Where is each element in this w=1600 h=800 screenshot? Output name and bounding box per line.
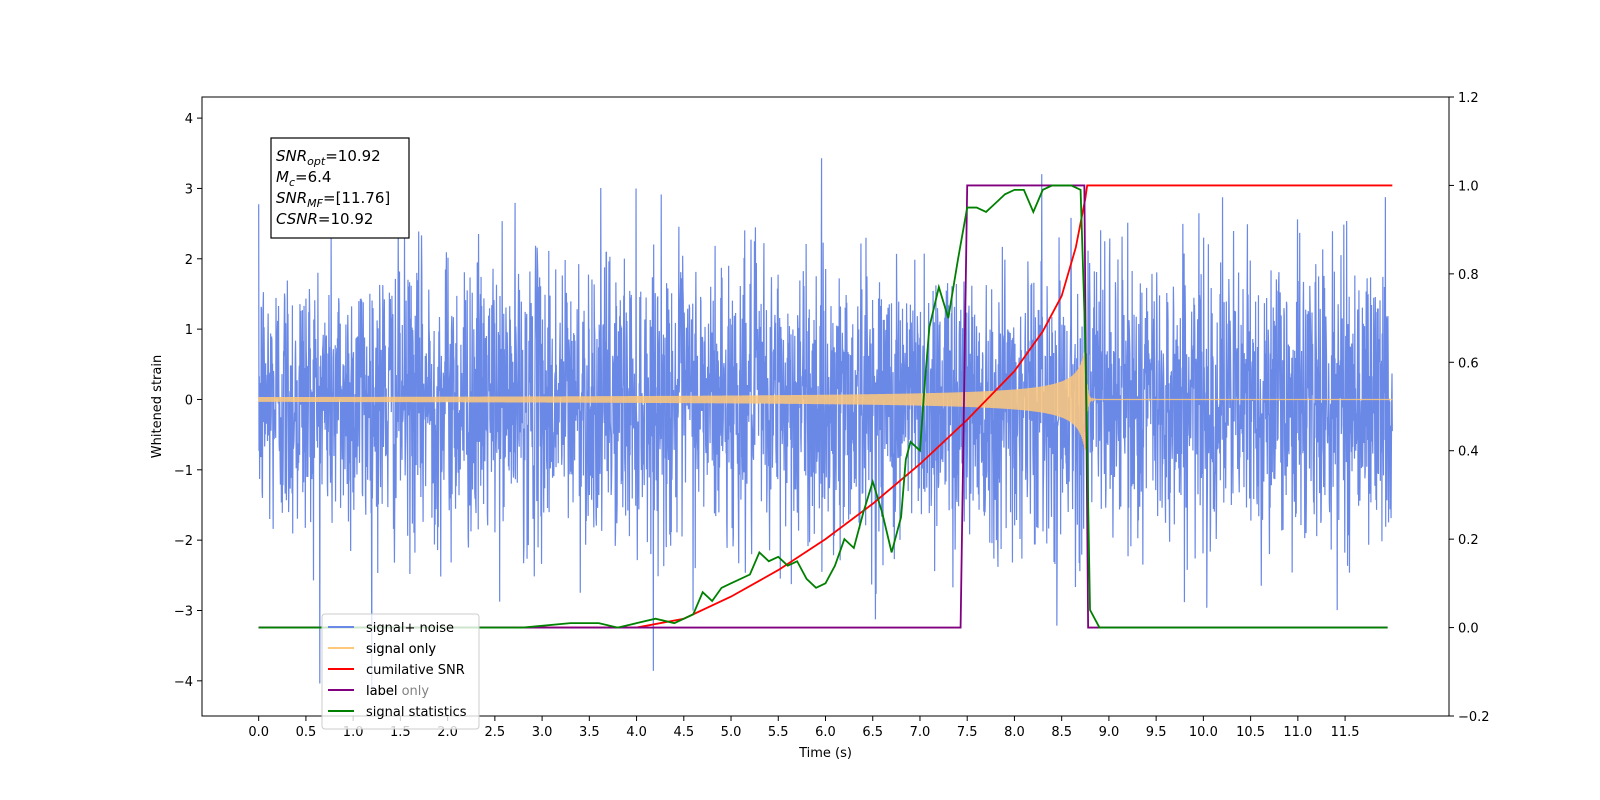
y-tick-label: 1 (185, 323, 193, 338)
x-tick-label: 5.0 (721, 725, 742, 740)
legend-label: signal only (366, 642, 436, 657)
series-signal-noise (258, 158, 1393, 688)
x-tick-label: 0.5 (296, 725, 317, 740)
x-tick-label: 10.0 (1189, 725, 1218, 740)
legend-box (321, 613, 480, 730)
x-axis-label: Time (s) (798, 746, 852, 761)
x-tick-label: 9.5 (1146, 725, 1167, 740)
info-line: SNRMF=[11.76] (276, 189, 390, 210)
x-tick-label: 6.0 (815, 725, 836, 740)
y-tick-label: 2 (185, 253, 193, 268)
x-tick-label: 8.0 (1004, 725, 1025, 740)
x-tick-label: 9.0 (1099, 725, 1120, 740)
x-tick-label: 4.0 (626, 725, 647, 740)
x-tick-label: 7.5 (957, 725, 978, 740)
y-tick-label: 3 (185, 182, 193, 197)
y2-tick-label: 0.2 (1458, 533, 1479, 548)
x-tick-label: 10.5 (1236, 725, 1265, 740)
x-tick-label: 2.5 (485, 725, 506, 740)
x-tick-label: 4.5 (673, 725, 694, 740)
x-tick-label: 11.0 (1283, 725, 1312, 740)
x-tick-label: 8.5 (1051, 725, 1072, 740)
x-tick-label: 11.5 (1331, 725, 1360, 740)
info-box: SNRopt=10.92Mc=6.4SNRMF=[11.76]CSNR=10.9… (270, 137, 410, 239)
info-line: Mc=6.4 (276, 168, 331, 189)
series-signal-only (258, 348, 1393, 450)
legend-ghost-text: signal only (366, 642, 436, 657)
legend: signal only label only signal+ noise signal… (321, 613, 480, 730)
info-line: SNRopt=10.92 (276, 147, 381, 168)
x-tick-label: 0.0 (248, 725, 269, 740)
legend-label: signal statistics (366, 705, 467, 720)
y2-tick-label: 0.8 (1458, 268, 1479, 283)
legend-label: cumilative SNR (366, 663, 465, 678)
x-tick-label: 5.5 (768, 725, 789, 740)
y2-tick-label: 1.0 (1458, 179, 1479, 194)
x-tick-label: 3.0 (532, 725, 553, 740)
y2-tick-label: 0.4 (1458, 445, 1479, 460)
info-box-frame (270, 137, 410, 239)
plot-area (258, 158, 1393, 688)
y-tick-label: −3 (174, 604, 193, 619)
y-tick-label: −2 (174, 534, 193, 549)
series-cumilative-snr (258, 184, 1393, 629)
y-tick-label: 0 (185, 393, 193, 408)
x-tick-label: 6.5 (862, 725, 883, 740)
y-tick-label: −1 (174, 464, 193, 479)
legend-ghost-text: label only (366, 684, 429, 699)
series-signal-statistics (258, 184, 1388, 629)
y2-tick-label: 0.0 (1458, 622, 1479, 637)
info-line: CSNR=10.92 (276, 210, 373, 228)
y2-tick-label: 1.2 (1458, 91, 1479, 106)
legend-label: label (366, 684, 397, 699)
y2-tick-label: 0.6 (1458, 356, 1479, 371)
y-tick-label: −4 (174, 675, 193, 690)
x-tick-label: 3.5 (579, 725, 600, 740)
x-tick-label: 7.0 (910, 725, 931, 740)
y-axis-label: Whitened strain (150, 355, 165, 458)
y2-tick-label: −0.2 (1458, 710, 1490, 725)
axes: 0.0 0.5 1.0 1.5 2.0 2.5 3.0 3.5 4.0 4.5 5.0 5.5 6.0 6… (150, 91, 1490, 761)
legend-label: signal+ noise (366, 621, 454, 636)
y-tick-label: 4 (185, 112, 193, 127)
